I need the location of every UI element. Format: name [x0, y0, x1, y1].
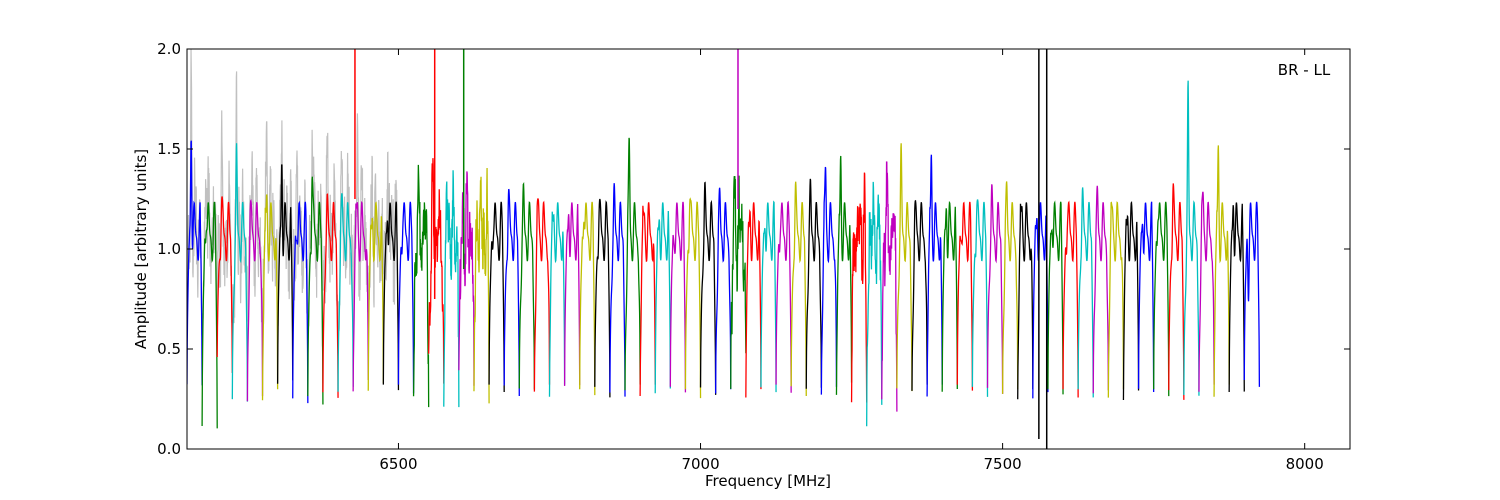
series-layer: [187, 49, 1261, 449]
channel-line: [187, 140, 203, 386]
channel-line: [1198, 191, 1215, 392]
y-axis: 0.0 0.5 1.0 1.5 2.0: [157, 40, 1350, 458]
channel-line: [488, 201, 505, 392]
channel-line: [669, 201, 687, 393]
plot-area: [187, 49, 1261, 449]
channel-line: [896, 143, 913, 392]
channel-line: [926, 154, 943, 397]
x-tick-label: 7000: [681, 455, 719, 473]
channel-line: [911, 199, 928, 391]
channel-line: [382, 201, 400, 391]
channel-line: [458, 171, 475, 386]
x-tick-label: 6500: [379, 455, 417, 473]
channel-line: [805, 178, 823, 389]
channel-line: [216, 196, 233, 374]
channel-line: [1107, 201, 1125, 398]
channel-line: [790, 181, 807, 396]
y-axis-label: Amplitude [arbitrary units]: [132, 149, 150, 349]
channel-line: [714, 187, 732, 394]
channel-line: [971, 199, 989, 397]
channel-line: [261, 194, 279, 401]
channel-line: [518, 181, 536, 390]
channel-line: [367, 201, 385, 391]
channel-line: [579, 201, 596, 396]
y-tick-label: 1.0: [157, 240, 181, 258]
channel-line: [231, 143, 249, 402]
channel-line: [1183, 80, 1200, 396]
y-tick-label: 2.0: [157, 40, 181, 58]
channel-line: [745, 202, 762, 398]
channel-line: [699, 181, 717, 395]
plot-annotation: BR - LL: [1278, 61, 1331, 79]
channel-line: [473, 167, 490, 404]
channel-line: [1152, 201, 1170, 397]
x-axis: 6500 7000 7500 8000: [379, 49, 1324, 473]
channel-line: [412, 164, 430, 408]
channel-line: [352, 200, 369, 392]
channel-line: [563, 202, 581, 386]
channel-line: [1168, 183, 1185, 400]
channel-line: [835, 155, 853, 395]
x-tick-label: 8000: [1286, 455, 1324, 473]
channel-line: [654, 202, 671, 394]
channel-line: [397, 201, 415, 394]
channel-line: [307, 176, 324, 405]
channel-line: [533, 198, 551, 392]
channel-line: [1032, 202, 1049, 399]
background-trace: [367, 155, 384, 313]
channel-line: [1243, 201, 1261, 387]
channel-line: [428, 158, 445, 384]
channel-line: [443, 170, 460, 408]
channel-line: [1001, 181, 1019, 394]
channel-line: [276, 164, 294, 384]
channel-line: [337, 193, 354, 392]
channel-line: [292, 200, 309, 404]
channel-line: [246, 198, 264, 402]
y-tick-label: 1.5: [157, 140, 181, 158]
channel-line: [866, 181, 883, 427]
channel-line: [1017, 202, 1034, 400]
channel-line: [201, 201, 218, 429]
channel-line: [684, 197, 702, 399]
channel-line: [322, 193, 339, 398]
channel-line: [503, 188, 520, 397]
y-tick-label: 0.5: [157, 340, 181, 358]
channel-line: [850, 172, 868, 403]
channel-line: [1077, 187, 1094, 398]
channel-line: [760, 200, 777, 393]
y-tick-label: 0.0: [157, 440, 181, 458]
channel-line: [548, 202, 566, 397]
channel-line: [1092, 185, 1109, 394]
channel-line: [1047, 200, 1064, 395]
channel-line: [594, 198, 611, 398]
channel-line: [881, 161, 898, 412]
channel-line: [1228, 202, 1245, 393]
channel-line: [1062, 200, 1079, 398]
channel-line: [730, 175, 747, 389]
x-axis-label: Frequency [MHz]: [705, 472, 831, 490]
channel-line: [941, 200, 958, 392]
channel-line: [609, 183, 626, 397]
channel-line: [1213, 145, 1230, 397]
channel-line: [1137, 201, 1155, 392]
channel-line: [624, 137, 641, 391]
x-tick-label: 7500: [984, 455, 1022, 473]
channel-line: [775, 200, 792, 393]
channel-line: [639, 202, 656, 397]
channel-line: [956, 201, 974, 391]
channel-line: [1122, 200, 1140, 401]
channel-line: [986, 184, 1004, 394]
background-trace: [216, 110, 233, 337]
channel-line: [820, 166, 838, 395]
